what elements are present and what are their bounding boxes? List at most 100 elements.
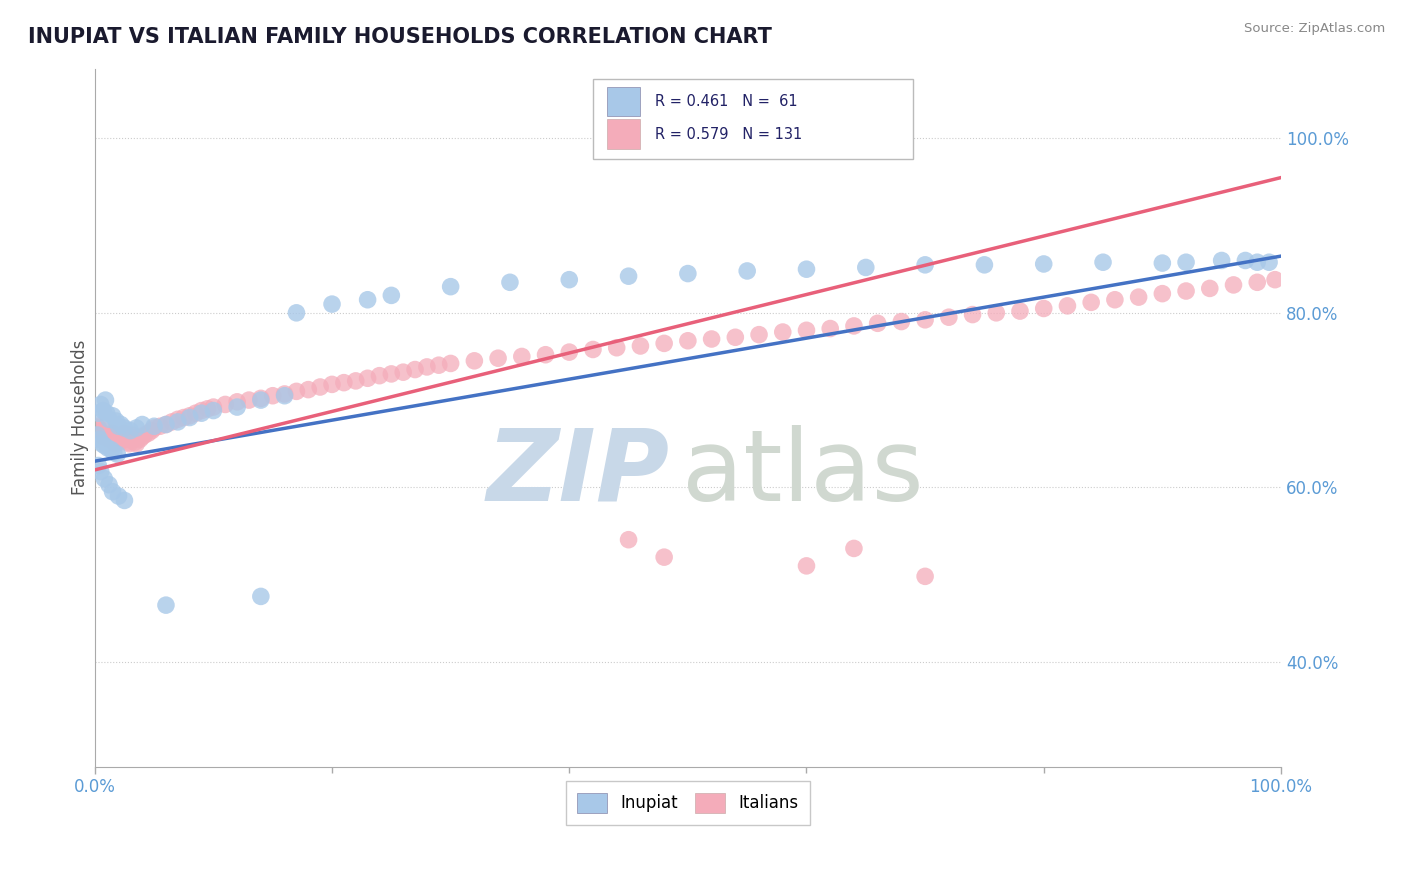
Point — [262, 883, 284, 892]
Point — [87, 406, 110, 420]
Point — [333, 376, 356, 390]
Point — [1246, 255, 1268, 269]
Point — [155, 598, 177, 612]
Point — [1056, 299, 1078, 313]
Point — [86, 419, 108, 434]
Point — [89, 424, 111, 438]
Y-axis label: Family Households: Family Households — [72, 340, 89, 495]
Point — [91, 430, 114, 444]
Point — [202, 403, 225, 417]
Point — [1175, 255, 1198, 269]
Point — [97, 432, 120, 446]
Point — [499, 275, 522, 289]
Point — [214, 397, 236, 411]
Point — [582, 343, 605, 357]
Point — [98, 433, 121, 447]
Point — [652, 336, 675, 351]
Point — [617, 269, 640, 284]
Point — [309, 380, 332, 394]
Point — [107, 489, 129, 503]
Point — [1258, 255, 1281, 269]
Point — [124, 434, 146, 449]
Point — [125, 436, 148, 450]
Point — [121, 428, 143, 442]
Point — [842, 541, 865, 556]
Point — [120, 433, 142, 447]
Point — [724, 330, 747, 344]
Point — [973, 258, 995, 272]
Point — [628, 874, 651, 888]
Point — [404, 362, 426, 376]
Point — [1152, 286, 1174, 301]
Point — [652, 550, 675, 565]
Point — [136, 426, 159, 441]
Point — [1104, 293, 1126, 307]
Point — [1080, 295, 1102, 310]
Point — [1211, 253, 1233, 268]
Point — [118, 436, 141, 450]
Point — [368, 368, 391, 383]
Point — [173, 410, 195, 425]
Point — [112, 428, 135, 442]
Point — [818, 321, 841, 335]
Point — [110, 433, 132, 447]
Point — [250, 590, 273, 604]
Point — [1264, 273, 1286, 287]
Point — [114, 421, 136, 435]
Point — [1246, 275, 1268, 289]
Point — [250, 393, 273, 408]
Point — [628, 339, 651, 353]
Point — [101, 484, 124, 499]
Point — [1198, 281, 1220, 295]
Point — [105, 447, 128, 461]
Point — [160, 415, 183, 429]
Point — [93, 424, 115, 438]
Point — [179, 409, 201, 423]
Point — [141, 424, 163, 438]
Point — [125, 421, 148, 435]
Point — [111, 430, 134, 444]
Point — [321, 297, 343, 311]
Point — [104, 436, 127, 450]
Point — [166, 412, 188, 426]
Point — [273, 387, 295, 401]
Point — [938, 310, 960, 325]
Point — [962, 308, 984, 322]
Point — [94, 393, 117, 408]
Point — [114, 493, 136, 508]
Point — [1092, 255, 1115, 269]
Point — [91, 403, 114, 417]
Point — [700, 332, 723, 346]
Text: R = 0.579   N = 131: R = 0.579 N = 131 — [655, 127, 801, 142]
Point — [558, 345, 581, 359]
Point — [101, 426, 124, 441]
Text: Source: ZipAtlas.com: Source: ZipAtlas.com — [1244, 22, 1385, 36]
Point — [890, 314, 912, 328]
Point — [1032, 301, 1054, 316]
Point — [486, 351, 509, 366]
Point — [155, 417, 177, 432]
Point — [110, 417, 132, 432]
Point — [392, 365, 415, 379]
Point — [96, 406, 118, 420]
Point — [103, 433, 125, 447]
Point — [914, 313, 936, 327]
Point — [100, 428, 122, 442]
Point — [143, 419, 166, 434]
Point — [179, 410, 201, 425]
Point — [796, 558, 818, 573]
Point — [114, 430, 136, 444]
Point — [380, 367, 402, 381]
Bar — [607, 87, 640, 116]
Legend: Inupiat, Italians: Inupiat, Italians — [565, 780, 810, 824]
Point — [356, 293, 378, 307]
Point — [416, 359, 439, 374]
Point — [1032, 257, 1054, 271]
Point — [510, 350, 533, 364]
Point — [93, 472, 115, 486]
Point — [855, 260, 877, 275]
Point — [86, 428, 108, 442]
Point — [1175, 284, 1198, 298]
Point — [94, 428, 117, 442]
Point — [115, 433, 138, 447]
